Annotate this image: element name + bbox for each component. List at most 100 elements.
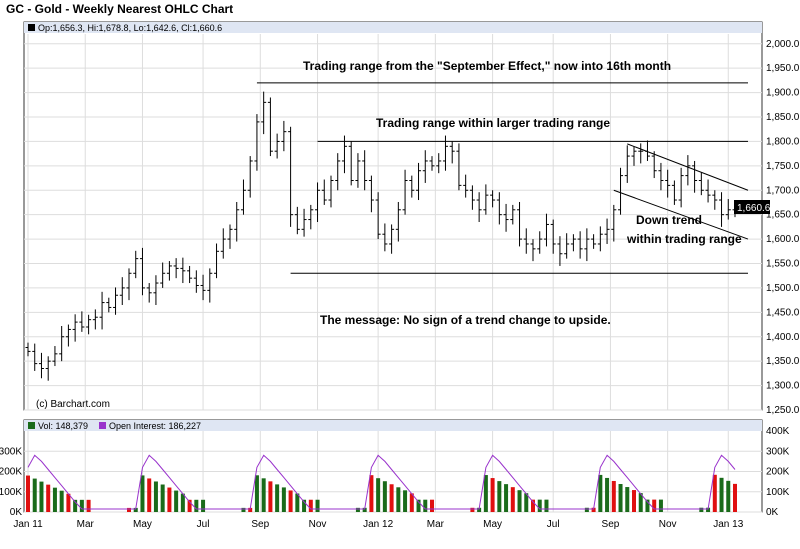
volume-bar [605, 477, 610, 512]
volume-bar [470, 507, 475, 512]
chart-title: GC - Gold - Weekly Nearest OHLC Chart [6, 2, 233, 16]
volume-bar [699, 507, 704, 512]
volume-bar [531, 499, 535, 512]
volume-bar [288, 490, 293, 512]
volume-bar [369, 475, 374, 512]
volume-bar [133, 507, 138, 512]
vol-left-tick: 0K [10, 507, 23, 518]
price-tick-label: 1,550.0 [766, 259, 800, 270]
down-trend-lower [613, 189, 749, 240]
last-price-box [734, 200, 770, 214]
volume-bar [32, 478, 37, 512]
volume-bar [201, 499, 206, 512]
volume-bar [59, 490, 64, 512]
price-tick-label: 1,600.0 [766, 234, 800, 245]
price-tick-label: 2,000.0 [766, 39, 800, 50]
volume-bar [382, 481, 387, 512]
volume-bar [477, 507, 482, 512]
price-tick-label: 1,800.0 [766, 136, 800, 147]
volume-bar [618, 484, 623, 512]
ohlc-readout: Op:1,656.3, Hi:1,678.8, Lo:1,642.6, Cl:1… [38, 23, 222, 33]
volume-bar [584, 507, 589, 512]
volume-bar [430, 499, 434, 512]
x-tick-label: Jul [197, 519, 210, 530]
price-tick-label: 1,250.0 [766, 405, 800, 416]
vol-right-tick: 400K [766, 426, 790, 437]
volume-bar [194, 499, 199, 512]
price-tick-label: 1,950.0 [766, 63, 800, 74]
volume-bar [160, 484, 165, 512]
volume-bar [497, 481, 502, 512]
price-tick-label: 1,300.0 [766, 381, 800, 392]
volume-bar [52, 487, 57, 512]
vol-right-tick: 300K [766, 446, 790, 457]
annotation-inner-range: Trading range within larger trading rang… [376, 116, 610, 130]
volume-bar [544, 499, 549, 512]
volume-bar [517, 490, 522, 512]
volume-bar [140, 475, 145, 512]
vol-left-tick: 200K [0, 467, 22, 478]
volume-bar [712, 474, 717, 512]
vol-right-tick: 0K [766, 507, 779, 518]
volume-header-bar [24, 420, 762, 431]
price-tick-label: 1,850.0 [766, 112, 800, 123]
annotation-down-trend-1: Down trend [636, 213, 702, 227]
price-tick-label: 1,700.0 [766, 185, 800, 196]
volume-bar [241, 507, 246, 512]
annotation-september-effect: Trading range from the "September Effect… [303, 59, 671, 73]
price-panel [23, 21, 763, 411]
volume-bar [483, 475, 488, 512]
open-interest-line [27, 454, 736, 510]
price-tick-label: 1,650.0 [766, 210, 800, 221]
ohlc-header-bar [24, 22, 762, 33]
x-axis: Jan 11 Mar May Jul Sep Nov Jan 12 Mar May Jul Sep N… [13, 519, 743, 530]
x-tick-label: Jan 12 [363, 519, 393, 530]
volume-bar [537, 499, 542, 512]
annotation-down-trend-2: within trading range [626, 232, 742, 246]
volume-bar [268, 481, 273, 512]
x-tick-label: Nov [309, 519, 327, 530]
x-tick-label: Mar [427, 519, 445, 530]
volume-bar [295, 493, 300, 512]
volume-bar [127, 507, 131, 512]
vol-left-tick: 300K [0, 446, 22, 457]
volume-bar [275, 484, 280, 512]
volume-bar [706, 507, 711, 512]
x-tick-label: Nov [659, 519, 677, 530]
price-tick-label: 1,400.0 [766, 332, 800, 343]
vol-left-tick: 100K [0, 487, 22, 498]
volume-bar [403, 490, 408, 512]
x-tick-label: Jul [547, 519, 560, 530]
volume-bar [652, 499, 657, 512]
x-tick-label: Sep [251, 519, 269, 530]
volume-bars [26, 474, 737, 512]
volume-bar [598, 474, 603, 512]
volume-bar [167, 487, 172, 512]
x-tick-label: May [483, 519, 502, 530]
volume-bar [86, 499, 91, 512]
x-tick-label: Jan 11 [13, 519, 43, 530]
price-tick-label: 1,750.0 [766, 161, 800, 172]
volume-bar [524, 493, 529, 512]
volume-bar [409, 493, 414, 512]
volume-bar [308, 499, 313, 512]
copyright-label: (c) Barchart.com [36, 399, 110, 410]
volume-bar [46, 484, 51, 512]
volume-bar [355, 507, 360, 512]
volume-bar [638, 493, 643, 512]
volume-bar [658, 499, 663, 512]
volume-bar [147, 478, 152, 512]
volume-bar [73, 499, 78, 512]
volume-bar [261, 478, 266, 512]
annotation-message: The message: No sign of a trend change t… [320, 313, 611, 327]
price-tick-label: 1,900.0 [766, 88, 800, 99]
oi-legend-swatch [99, 422, 106, 429]
price-tick-label: 1,350.0 [766, 356, 800, 367]
volume-bar [66, 493, 71, 512]
price-tick-label: 1,450.0 [766, 307, 800, 318]
volume-bar [281, 487, 286, 512]
volume-bar [302, 499, 307, 512]
volume-bar [254, 475, 259, 512]
volume-bar [423, 499, 428, 512]
x-tick-label: Mar [77, 519, 95, 530]
